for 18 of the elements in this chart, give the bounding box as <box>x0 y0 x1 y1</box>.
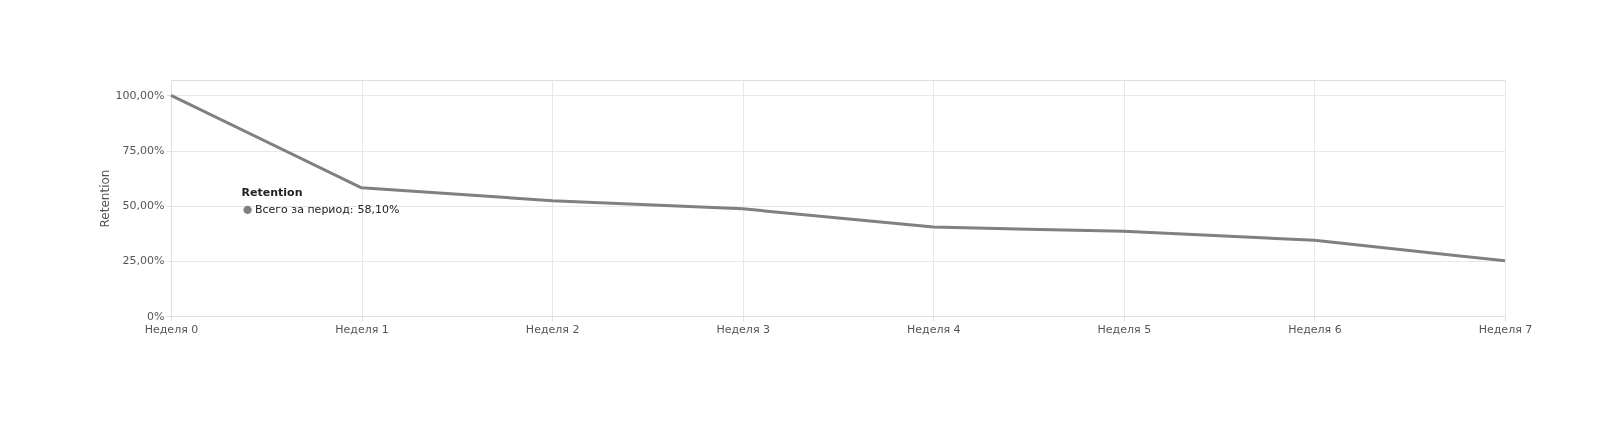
y-tick-label: 100,00% <box>115 88 165 102</box>
x-tick-label: Неделя 6 <box>1288 322 1342 336</box>
y-tick-label: 0% <box>147 309 165 323</box>
x-tick-label: Неделя 0 <box>144 322 199 336</box>
y-axis-title: Retention <box>97 169 112 228</box>
x-tick-label: Неделя 4 <box>907 322 961 336</box>
x-tick-label: Неделя 5 <box>1097 322 1152 336</box>
y-tick-label: 50,00% <box>122 199 165 213</box>
x-tick-label: Неделя 2 <box>525 322 580 336</box>
line-series <box>169 93 1507 263</box>
data-label: 58,10% <box>357 202 400 216</box>
y-tick-label: 75,00% <box>122 144 165 158</box>
y-tick-label: 25,00% <box>122 254 165 268</box>
x-tick-label: Неделя 3 <box>716 322 770 336</box>
legend-label: Всего за период: <box>254 202 354 216</box>
x-tick-label: Неделя 1 <box>335 322 389 336</box>
annotation: Retention <box>241 185 303 199</box>
x-tick-label: Неделя 7 <box>1478 322 1533 336</box>
